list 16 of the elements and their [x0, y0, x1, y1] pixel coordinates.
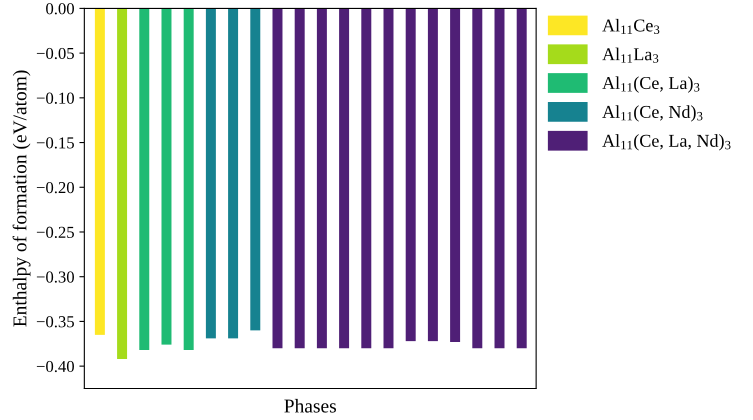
y-tick-label: −0.05: [36, 48, 74, 60]
y-tick-label: −0.20: [36, 182, 74, 194]
legend-label: Al$_{11}$(Ce, Nd)$_{3}$: [602, 105, 702, 122]
x-axis-title: Phases: [284, 398, 336, 413]
y-tick-label: −0.30: [36, 271, 74, 283]
y-tick-label: −0.25: [36, 226, 74, 238]
legend-label: Al$_{11}$La$_{3}$: [602, 48, 658, 63]
legend-label: Al$_{11}$(Ce, La, Nd)$_{3}$: [602, 134, 731, 151]
legend-label: Al$_{11}$Ce$_{3}$: [602, 18, 660, 34]
y-tick-label: −0.15: [36, 137, 74, 149]
y-tick-label: −0.10: [36, 92, 74, 104]
y-axis-title: Enthalpy of formation (eV/atom): [12, 70, 30, 327]
y-tick-label: −0.35: [36, 316, 74, 328]
y-tick-label: 0.00: [46, 3, 74, 14]
y-tick-label: −0.40: [36, 360, 74, 372]
legend-label: Al$_{11}$(Ce, La)$_{3}$: [602, 76, 700, 93]
